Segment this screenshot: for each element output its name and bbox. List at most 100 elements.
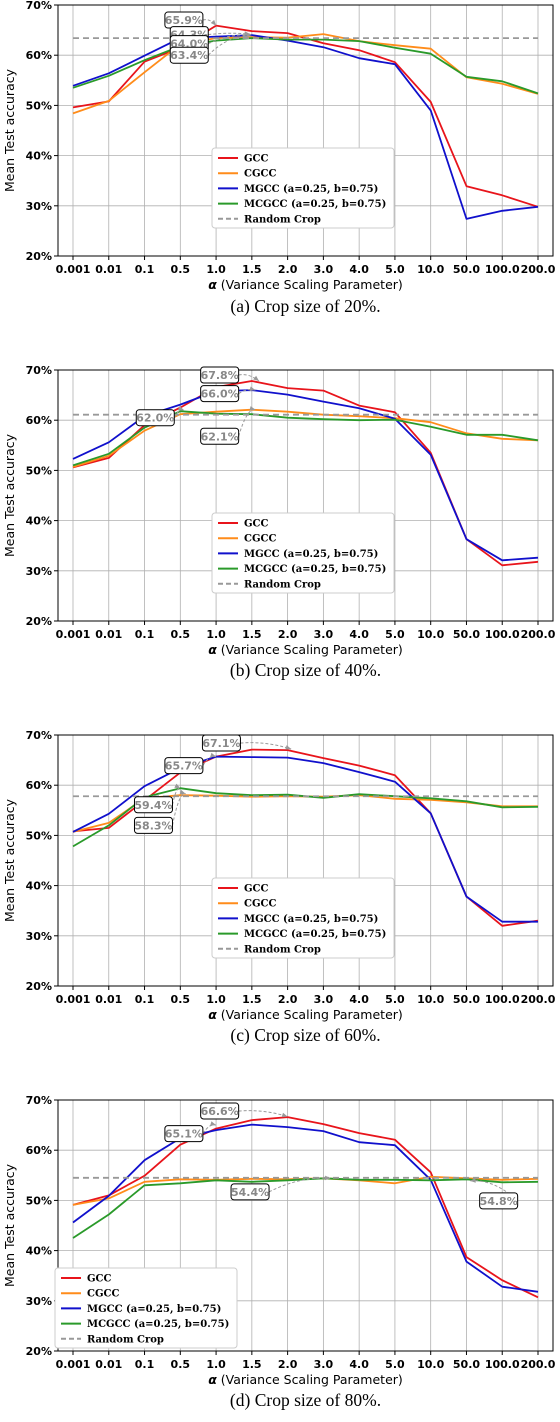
x-tick-label: 10.0 xyxy=(417,993,444,1006)
annotation-label: 54.8% xyxy=(480,1195,518,1208)
annotation-label: 58.3% xyxy=(134,819,172,832)
legend-entry: CGCC xyxy=(87,1289,119,1300)
plot-frame xyxy=(57,4,554,257)
legend-entry: Random Crop xyxy=(244,944,321,955)
annotation-label: 65.1% xyxy=(165,1128,203,1141)
x-tick-label: 4.0 xyxy=(349,628,369,641)
annotation-label: 66.6% xyxy=(201,1105,239,1118)
annotation-arrow xyxy=(240,742,292,750)
y-tick-label: 70% xyxy=(26,729,52,742)
legend-entry: MCGCC (a=0.25, b=0.75) xyxy=(244,564,386,575)
x-tick-label: 0.001 xyxy=(56,263,91,276)
y-tick-label: 50% xyxy=(26,99,52,112)
x-tick-label: 4.0 xyxy=(349,1358,369,1371)
annotation-label: 62.1% xyxy=(201,430,239,443)
legend: GCC CGCC MGCC (a=0.25, b=0.75) MCGCC (a=0.2… xyxy=(211,877,395,959)
annotations: 66.6% 65.1% 54.4% 54.8% xyxy=(164,1102,519,1210)
series-group xyxy=(72,24,539,220)
y-tick-label: 20% xyxy=(26,1345,52,1358)
x-tick-label: 4.0 xyxy=(349,993,369,1006)
figure-caption: (b) Crop size of 40%. xyxy=(230,660,381,680)
x-tick-label: 1.5 xyxy=(242,993,262,1006)
x-tick-label: 50.0 xyxy=(453,1358,480,1371)
annotation-label: 63.4% xyxy=(170,49,208,62)
x-tick-label: 1.0 xyxy=(206,1358,226,1371)
legend-entry: MCGCC (a=0.25, b=0.75) xyxy=(244,199,386,210)
annotation-arrow xyxy=(208,32,251,36)
annotation-box xyxy=(479,1192,519,1210)
series-line-mcgcc xyxy=(72,37,539,95)
x-axis-label: α (Variance Scaling Parameter) xyxy=(208,1372,403,1387)
x-tick-label: 50.0 xyxy=(453,628,480,641)
annotation-label: 66.0% xyxy=(201,388,239,401)
annotation-box xyxy=(133,796,173,814)
x-axis-label: α (Variance Scaling Parameter) xyxy=(208,642,403,657)
annotation-arrowhead xyxy=(249,406,256,411)
x-tick-label: 200.0 xyxy=(521,628,556,641)
annotations: 65.9%64.3%64.0%63.4% xyxy=(164,11,252,64)
legend-entry: CGCC xyxy=(244,169,276,180)
x-tick-label: 0.001 xyxy=(56,1358,91,1371)
x-tick-label: 3.0 xyxy=(314,993,334,1006)
x-axis-text: (Variance Scaling Parameter) xyxy=(221,642,403,657)
annotation-arrow xyxy=(171,787,181,805)
legend-entry: GCC xyxy=(244,884,268,895)
legend: GCC CGCC MGCC (a=0.25, b=0.75) MCGCC (a=0.2… xyxy=(211,512,395,594)
chart-panel-1: 0.001 0.01 0.1 0.5 1.0 1.5 2.0 3.0 4.0 5.0 10.0 50.… xyxy=(2,0,556,316)
annotation-arrowhead xyxy=(177,405,184,411)
chart-panel-4: 0.001 0.01 0.1 0.5 1.0 1.5 2.0 3.0 4.0 5.0 10.0 50.… xyxy=(2,1094,556,1410)
series-line-mgcc xyxy=(72,34,539,220)
annotation-arrow xyxy=(202,19,217,26)
x-tick-label: 0.5 xyxy=(171,628,191,641)
y-tick-label: 30% xyxy=(26,1295,52,1308)
x-tick-label: 5.0 xyxy=(385,993,405,1006)
x-tick-label: 0.1 xyxy=(135,263,155,276)
annotation-arrowhead xyxy=(246,32,252,37)
legend-entry: GCC xyxy=(244,519,268,530)
x-tick-label: 2.0 xyxy=(278,628,298,641)
annotation-box xyxy=(200,427,240,445)
annotation-box xyxy=(135,409,175,427)
series-line-mcgcc xyxy=(72,1177,539,1239)
y-tick-label: 20% xyxy=(26,615,52,628)
y-tick-label: 50% xyxy=(26,1194,52,1207)
annotation-box xyxy=(200,385,240,403)
legend-entry: Random Crop xyxy=(244,214,321,225)
y-axis-label: Mean Test accuracy xyxy=(2,1163,17,1287)
annotation-box xyxy=(200,1102,240,1120)
y-tick-label: 70% xyxy=(26,364,52,377)
annotation-arrowhead xyxy=(285,745,292,750)
figure-caption: (a) Crop size of 20%. xyxy=(230,296,380,316)
annotation-arrowhead xyxy=(174,783,181,789)
legend-frame xyxy=(211,877,395,959)
x-tick-label: 200.0 xyxy=(521,263,556,276)
annotations: 67.8% 66.0% 62.0% 62.1% xyxy=(135,366,260,445)
annotation-arrowhead xyxy=(253,375,259,382)
legend-entry: MGCC (a=0.25, b=0.75) xyxy=(244,184,378,195)
legend-entry: CGCC xyxy=(244,534,276,545)
series-line-cgcc xyxy=(72,33,539,115)
y-tick-label: 60% xyxy=(26,49,52,62)
annotation-arrowhead xyxy=(210,752,217,758)
y-tick-label: 50% xyxy=(26,464,52,477)
x-tick-label: 0.5 xyxy=(171,993,191,1006)
x-tick-label: 10.0 xyxy=(417,263,444,276)
y-tick-label: 60% xyxy=(26,1144,52,1157)
x-tick-label: 100.0 xyxy=(485,628,520,641)
legend-entry: MGCC (a=0.25, b=0.75) xyxy=(244,549,378,560)
x-axis-symbol: α xyxy=(208,277,217,292)
x-tick-label: 1.5 xyxy=(242,628,262,641)
x-axis-symbol: α xyxy=(208,642,217,657)
x-tick-label: 0.001 xyxy=(56,993,91,1006)
legend: GCC CGCC MGCC (a=0.25, b=0.75) MCGCC (a=0.2… xyxy=(54,1267,238,1349)
x-axis-label: α (Variance Scaling Parameter) xyxy=(208,277,403,292)
annotation-box xyxy=(200,366,240,384)
y-axis-label: Mean Test accuracy xyxy=(2,68,17,192)
y-axis-label: Mean Test accuracy xyxy=(2,433,17,557)
x-tick-label: 50.0 xyxy=(453,263,480,276)
x-tick-label: 2.0 xyxy=(278,263,298,276)
annotation-box xyxy=(133,816,173,834)
series-group xyxy=(72,1116,539,1299)
annotation-label: 54.4% xyxy=(231,1186,269,1199)
annotation-box xyxy=(201,734,241,752)
